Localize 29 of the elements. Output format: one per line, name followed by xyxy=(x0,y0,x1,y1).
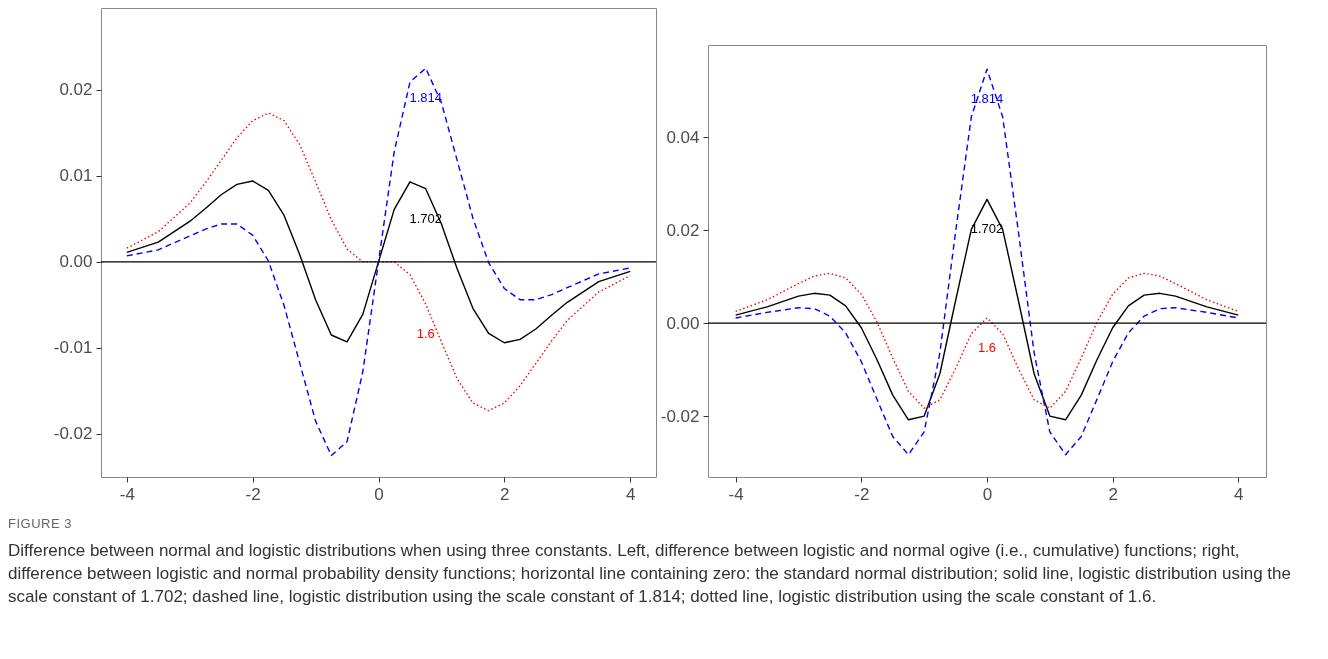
line-series xyxy=(126,112,631,412)
x-tick-label: -2 xyxy=(245,484,261,504)
y-tick-label: 0.01 xyxy=(59,166,93,186)
y-tick-label: 0.00 xyxy=(59,252,93,272)
series-label: 1.6 xyxy=(416,326,435,342)
line-series xyxy=(734,272,1240,409)
y-tick-label: 0.04 xyxy=(666,127,700,147)
x-tick-label: 0 xyxy=(982,484,993,504)
x-tick-label: -2 xyxy=(854,484,870,504)
series-label: 1.702 xyxy=(970,221,1004,237)
y-tick-label: -0.02 xyxy=(53,424,93,444)
x-tick-label: -4 xyxy=(728,484,744,504)
x-tick-label: 2 xyxy=(500,484,510,504)
series-label: 1.814 xyxy=(409,90,442,106)
x-tick-label: 2 xyxy=(1108,484,1118,504)
series-label: 1.6 xyxy=(977,339,997,355)
x-tick-label: 4 xyxy=(1234,484,1244,504)
text: Difference between normal and logistic distributions when using three constants. Left, difference between logistic and normal ogive (i.e., cumulative) functions; right, difference between logistic and normal probability density functions; horizontal line containing zero: the standard normal distribution; solid line, logistic distribution using the scale constant of 1.702; dashed line, logistic distribution using the scale constant of 1.814; dotted line, logistic distribution using the scale constant of 1.6. xyxy=(8,540,1292,608)
caption: FIGURE 3 xyxy=(8,515,73,533)
y-tick-label: -0.01 xyxy=(53,338,93,358)
line-series xyxy=(126,67,631,457)
series-label: 1.814 xyxy=(970,91,1004,107)
y-tick-label: -0.02 xyxy=(660,406,700,426)
y-tick-label: 0.02 xyxy=(666,220,700,240)
y-tick-label: 0.02 xyxy=(59,80,93,100)
x-tick-label: -4 xyxy=(119,484,135,504)
y-tick-label: 0.00 xyxy=(666,313,700,333)
x-tick-label: 0 xyxy=(374,484,384,504)
x-tick-label: 4 xyxy=(625,484,636,504)
